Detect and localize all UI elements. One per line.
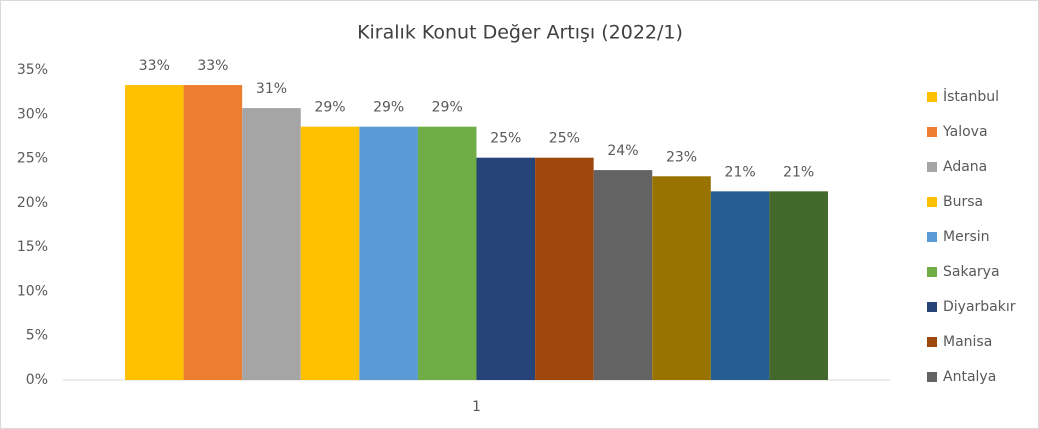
data-label: 33%	[139, 58, 170, 74]
data-label: 33%	[197, 58, 228, 74]
y-tick-label: 25%	[17, 151, 48, 167]
bar	[417, 126, 477, 380]
legend-label: Adana	[943, 159, 987, 175]
data-label: 31%	[256, 81, 287, 97]
data-label: 25%	[490, 131, 521, 147]
legend-label: Diyarbakır	[943, 299, 1016, 315]
data-label: 24%	[607, 143, 638, 159]
legend-swatch	[927, 337, 937, 347]
data-label: 23%	[666, 149, 697, 165]
legend-swatch	[927, 92, 937, 102]
bar	[710, 191, 770, 380]
data-label: 21%	[725, 164, 756, 180]
legend-label: Bursa	[943, 194, 983, 210]
bar	[535, 157, 594, 380]
data-label: 29%	[373, 100, 404, 116]
legend-swatch	[927, 267, 937, 277]
bar	[652, 176, 711, 380]
legend-swatch	[927, 302, 937, 312]
legend-label: Manisa	[943, 334, 992, 350]
legend-swatch	[927, 372, 937, 382]
data-label: 21%	[783, 164, 814, 180]
data-label: 29%	[432, 100, 463, 116]
y-tick-label: 30%	[17, 106, 48, 122]
bar	[476, 157, 536, 380]
bar	[300, 126, 360, 380]
bar	[242, 108, 301, 380]
y-tick-label: 0%	[26, 372, 48, 388]
x-tick-label: 1	[472, 399, 481, 415]
legend-swatch	[927, 232, 937, 242]
y-tick-label: 5%	[26, 328, 48, 344]
legend-swatch	[927, 162, 937, 172]
bar	[593, 170, 653, 380]
legend-swatch	[927, 127, 937, 137]
legend-label: Antalya	[943, 369, 996, 385]
legend-label: İstanbul	[943, 87, 999, 105]
bar	[359, 126, 418, 380]
bar	[183, 85, 243, 381]
bar	[125, 85, 184, 381]
data-label: 29%	[314, 100, 345, 116]
legend-label: Yalova	[942, 124, 988, 140]
legend-label: Sakarya	[943, 264, 1000, 280]
y-tick-label: 10%	[17, 283, 48, 299]
y-tick-label: 35%	[17, 62, 48, 78]
chart-title: Kiralık Konut Değer Artışı (2022/1)	[357, 22, 683, 44]
bar	[769, 191, 828, 380]
data-label: 25%	[549, 131, 580, 147]
legend-swatch	[927, 197, 937, 207]
y-tick-label: 20%	[17, 195, 48, 211]
legend-label: Mersin	[943, 229, 990, 245]
y-tick-label: 15%	[17, 239, 48, 255]
